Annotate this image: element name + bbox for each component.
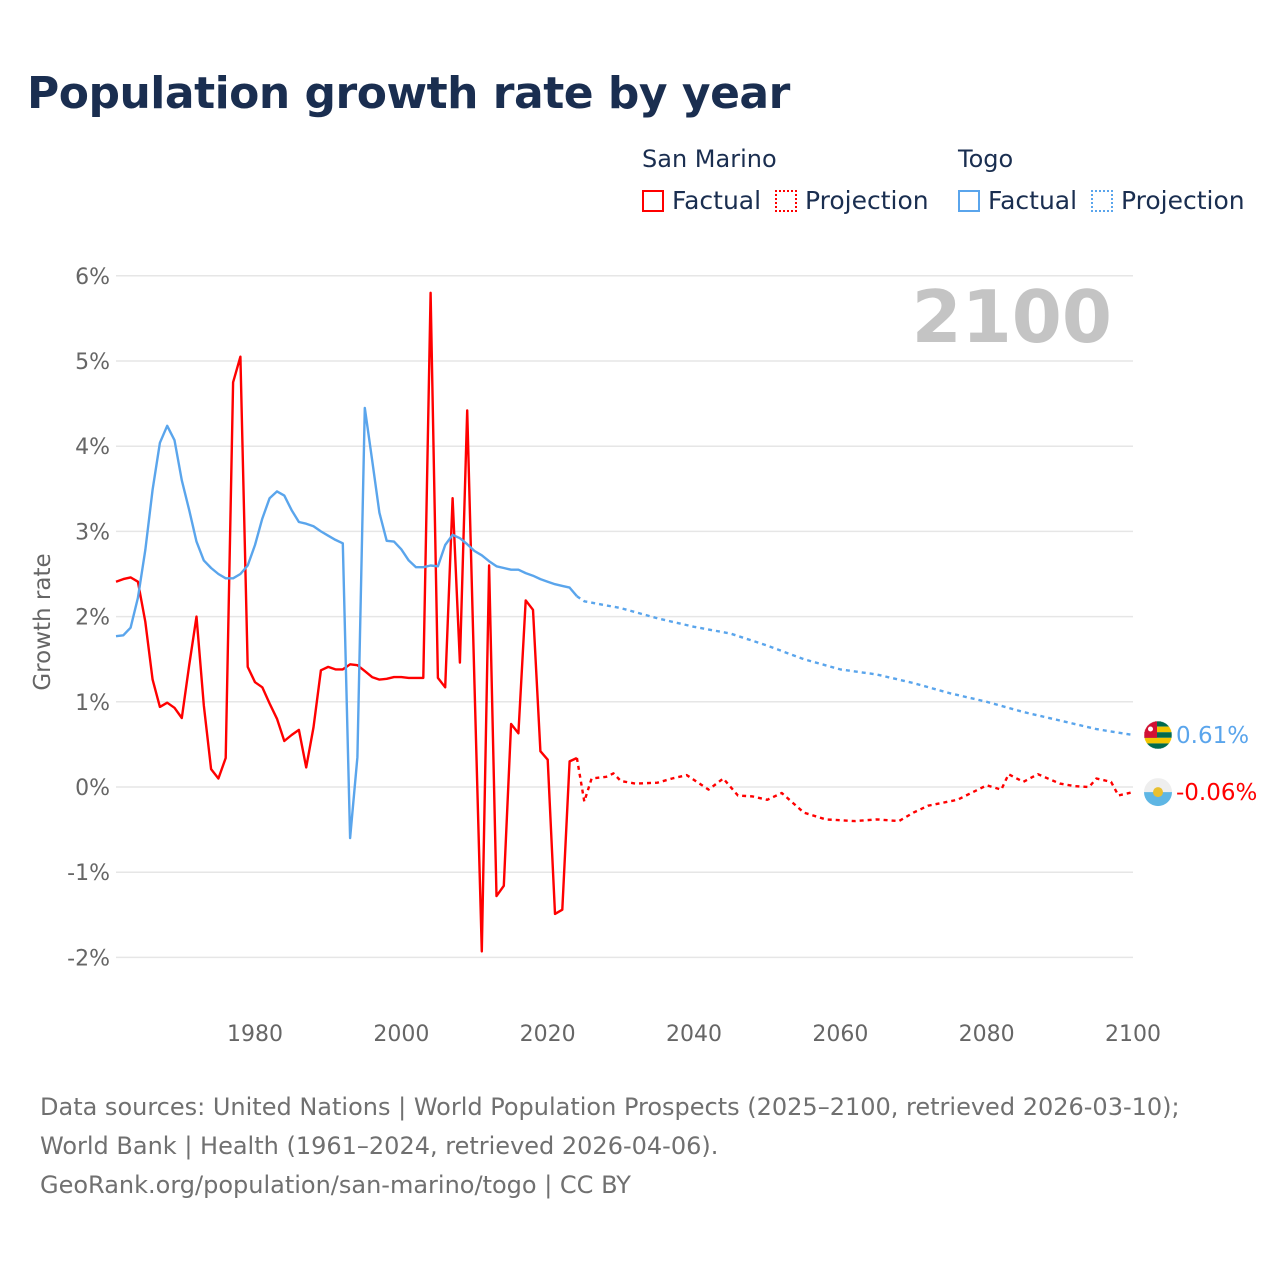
x-tick-label: 1980 [227,1022,283,1047]
legend-label: Projection [805,186,929,215]
san-marino-flag-icon [1144,778,1172,807]
san-marino-factual-line [115,291,578,953]
legend-togo-factual[interactable]: Factual [958,186,1077,215]
x-tick-label: 2060 [812,1022,868,1047]
y-tick-label: -2% [67,946,110,971]
legend-swatch-solid-blue [958,189,980,212]
legend-label: Projection [1121,186,1245,215]
y-tick-label: 4% [75,435,110,460]
x-tick-label: 2100 [1105,1022,1161,1047]
plot-area: -2% -1% 0% 1% 2% 3% 4% 5% 6% 1980 2000 2020 2040 2060… [30,265,1257,1047]
togo-factual-line [115,406,578,840]
data-sources: Data sources: United Nations | World Pop… [40,1093,1180,1160]
legend-swatch-dotted-blue [1091,189,1113,212]
x-tick-label: 2080 [959,1022,1015,1047]
year-watermark: 2100 [912,275,1112,359]
y-axis-label: Growth rate [30,553,56,690]
end-value-label: 0.61% [1176,723,1249,749]
y-tick-label: 2% [75,606,110,631]
togo-projection-line [576,595,1134,737]
legend-togo-projection[interactable]: Projection [1091,186,1245,215]
x-tick-label: 2040 [666,1022,722,1047]
togo-flag-icon [1144,721,1172,750]
end-value-label: -0.06% [1176,780,1257,806]
legend-swatch-dotted-red [775,189,797,212]
footer: Data sources: United Nations | World Pop… [40,1088,1240,1205]
y-tick-label: 3% [75,520,110,545]
y-tick-label: 1% [75,691,110,716]
legend-san-marino-projection[interactable]: Projection [775,186,929,215]
credit-link[interactable]: GeoRank.org/population/san-marino/togo |… [40,1171,631,1199]
legend-san-marino-factual[interactable]: Factual [642,186,761,215]
chart-title: Population growth rate by year [27,68,790,119]
y-tick-label: -1% [67,861,110,886]
x-tick-label: 2020 [520,1022,576,1047]
legend-swatch-solid-red [642,189,664,212]
legend-label: Factual [672,186,762,215]
legend-group-san-marino: San Marino [642,145,777,173]
y-tick-label: 6% [75,265,110,290]
x-tick-label: 2000 [373,1022,429,1047]
y-tick-label: 0% [75,776,110,801]
legend-group-togo: Togo [958,145,1014,173]
legend-label: Factual [988,186,1078,215]
y-tick-label: 5% [75,350,110,375]
san-marino-projection-line [575,757,1134,823]
